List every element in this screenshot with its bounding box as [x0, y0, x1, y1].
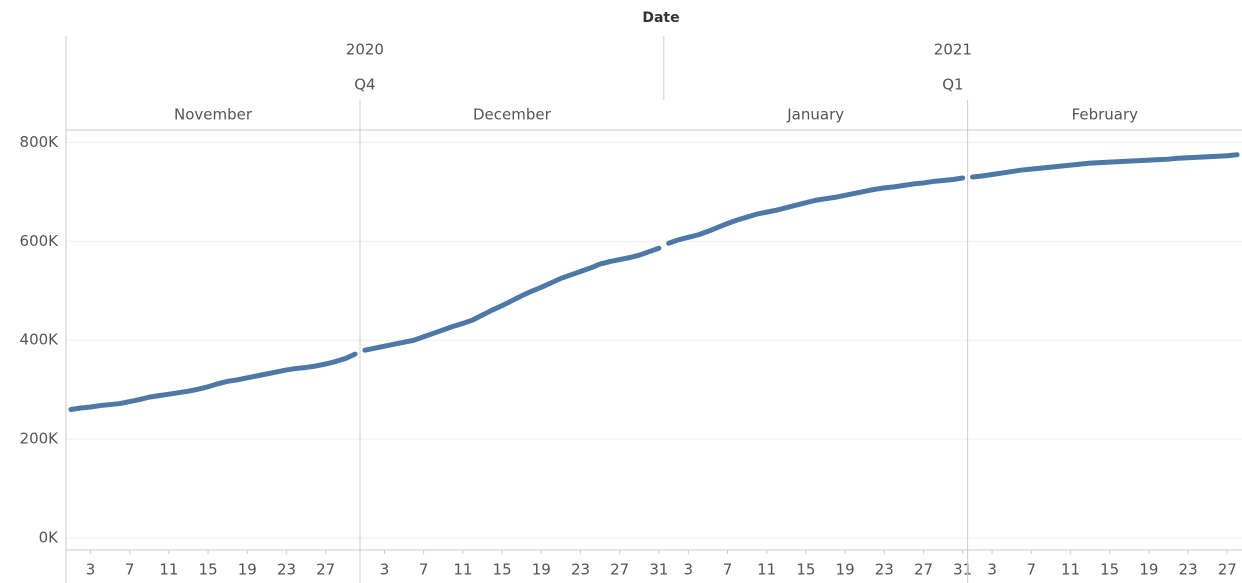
x-tick-label: 7	[723, 561, 733, 579]
x-tick-label: 3	[987, 561, 997, 579]
x-tick-label: 15	[796, 561, 815, 579]
x-tick-label: 23	[277, 561, 296, 579]
x-tick-label: 19	[238, 561, 257, 579]
x-tick-label: 23	[875, 561, 894, 579]
x-tick-label: 11	[1061, 561, 1080, 579]
y-tick-label: 200K	[20, 430, 60, 448]
month-label: December	[473, 106, 552, 124]
x-tick-label: 31	[649, 561, 668, 579]
header-title: Date	[642, 10, 679, 26]
y-tick-label: 0K	[39, 529, 60, 547]
x-tick-label: 11	[159, 561, 178, 579]
x-tick-label: 3	[380, 561, 390, 579]
month-label: November	[174, 106, 253, 124]
line	[68, 351, 358, 413]
x-tick-label: 23	[571, 561, 590, 579]
x-tick-label: 3	[684, 561, 694, 579]
x-tick-label: 27	[316, 561, 335, 579]
x-tick-label: 15	[1100, 561, 1119, 579]
line	[970, 152, 1240, 180]
x-tick-label: 7	[125, 561, 135, 579]
x-tick-label: 23	[1179, 561, 1198, 579]
y-tick-label: 600K	[20, 232, 60, 250]
x-tick-label: 3	[86, 561, 96, 579]
x-tick-label: 19	[532, 561, 551, 579]
x-tick-label: 7	[419, 561, 429, 579]
line	[666, 175, 966, 246]
y-tick-label: 800K	[20, 133, 60, 151]
x-tick-label: 11	[757, 561, 776, 579]
quarter-label: Q4	[354, 76, 375, 94]
month-label: February	[1072, 106, 1139, 124]
year-label: 2020	[346, 41, 384, 59]
x-tick-label: 27	[610, 561, 629, 579]
x-tick-label: 31	[953, 561, 972, 579]
x-tick-label: 19	[836, 561, 855, 579]
x-tick-label: 15	[199, 561, 218, 579]
x-tick-label: 11	[453, 561, 472, 579]
line	[362, 245, 662, 353]
month-label: January	[786, 106, 844, 124]
x-tick-label: 27	[914, 561, 933, 579]
y-tick-label: 400K	[20, 331, 60, 349]
x-tick-label: 7	[1027, 561, 1037, 579]
x-tick-label: 15	[493, 561, 512, 579]
quarter-label: Q1	[942, 76, 963, 94]
year-label: 2021	[934, 41, 972, 59]
x-tick-label: 19	[1139, 561, 1158, 579]
x-tick-label: 27	[1218, 561, 1237, 579]
